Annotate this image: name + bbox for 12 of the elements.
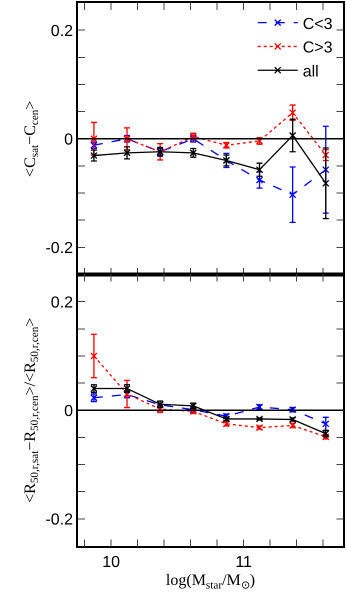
y-tick-label: 0	[64, 402, 74, 420]
x-tick-label: 10	[102, 554, 120, 571]
legend-label: all	[302, 63, 319, 80]
y-tick-label: 0.2	[50, 294, 74, 312]
y-tick-label: -0.2	[45, 240, 74, 257]
y-tick-label: -0.2	[45, 511, 74, 528]
y-tick-label: 0	[64, 131, 74, 148]
x-tick-label: 11	[235, 554, 252, 571]
legend-label: C<3	[302, 16, 333, 33]
legend-label: C>3	[302, 40, 333, 57]
x-axis-title: log(M$_{star}$/M$_{⊙}$)	[166, 572, 256, 592]
y-tick-label: 0.2	[50, 22, 74, 40]
